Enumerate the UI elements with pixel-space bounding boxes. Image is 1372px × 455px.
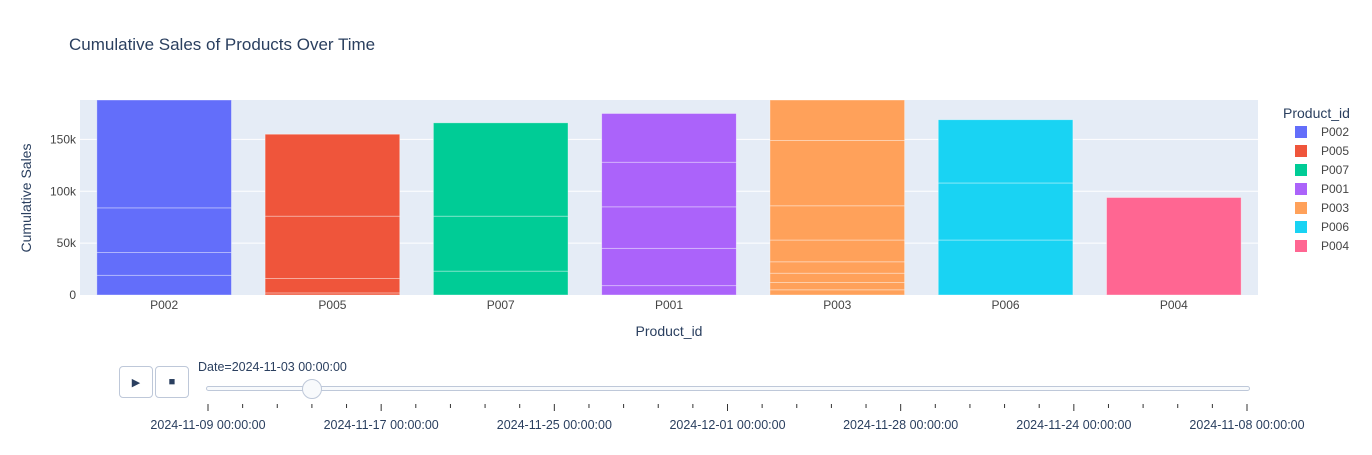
legend-swatch[interactable]	[1295, 202, 1307, 214]
legend-label[interactable]: P003	[1321, 201, 1349, 215]
bar-segment-p007[interactable]	[432, 270, 569, 296]
legend-label[interactable]: P004	[1321, 239, 1349, 253]
bar-segment-p005[interactable]	[264, 215, 401, 279]
x-axis-title: Product_id	[636, 323, 703, 339]
bar-segment-p004[interactable]	[1106, 197, 1242, 296]
y-tick-label: 150k	[50, 132, 77, 146]
x-tick-label: P004	[1160, 298, 1188, 312]
legend-swatch[interactable]	[1295, 164, 1307, 176]
x-tick-label: P005	[318, 298, 346, 312]
y-tick-label: 50k	[57, 236, 77, 250]
bar-segment-p003[interactable]	[769, 205, 906, 241]
y-tick-label: 0	[69, 288, 76, 302]
bar-segment-p001[interactable]	[601, 247, 737, 287]
legend-swatch[interactable]	[1295, 183, 1307, 195]
slider-track[interactable]	[206, 386, 1250, 391]
bar-segment-p001[interactable]	[601, 206, 737, 249]
bar-segment-p001[interactable]	[601, 113, 737, 163]
x-tick-label: P002	[150, 298, 178, 312]
bar-segment-p003[interactable]	[769, 99, 906, 141]
legend-swatch[interactable]	[1295, 221, 1307, 233]
legend-title: Product_id	[1283, 105, 1350, 121]
bars	[96, 99, 1242, 296]
slider-step-label[interactable]: 2024-11-09 00:00:00	[150, 418, 265, 432]
bar-segment-p002[interactable]	[96, 274, 232, 296]
x-tick-label: P006	[992, 298, 1020, 312]
slider-ticks	[207, 404, 1248, 411]
play-icon: ▶	[131, 376, 141, 389]
bar-segment-p003[interactable]	[769, 239, 906, 263]
x-tick-label: P001	[655, 298, 683, 312]
slider-step-label[interactable]: 2024-12-01 00:00:00	[669, 418, 785, 432]
legend-label[interactable]: P006	[1321, 220, 1349, 234]
x-tick-labels: P002 P005 P007 P001 P003 P006 P004	[150, 298, 1188, 312]
bar-segment-p003[interactable]	[769, 140, 906, 207]
legend-label[interactable]: P002	[1321, 125, 1349, 139]
legend-swatch[interactable]	[1295, 240, 1307, 252]
bar-segment-p006[interactable]	[937, 239, 1074, 296]
stop-button[interactable]: ■	[155, 366, 189, 398]
bar-segment-p006[interactable]	[937, 119, 1074, 184]
bar-segment-p003[interactable]	[769, 261, 906, 274]
bar-segment-p007[interactable]	[432, 215, 569, 272]
legend-label[interactable]: P007	[1321, 163, 1349, 177]
chart-title: Cumulative Sales of Products Over Time	[69, 35, 375, 54]
x-tick-label: P003	[823, 298, 851, 312]
bar-segment-p003[interactable]	[769, 289, 906, 296]
slider-handle[interactable]	[302, 379, 322, 399]
bar-segment-p006[interactable]	[937, 182, 1074, 241]
bar-segment-p003[interactable]	[769, 272, 906, 283]
slider-step-label[interactable]: 2024-11-17 00:00:00	[324, 418, 439, 432]
legend-label[interactable]: P001	[1321, 182, 1349, 196]
bar-segment-p003[interactable]	[769, 282, 906, 291]
x-tick-label: P007	[487, 298, 515, 312]
bar-segment-p002[interactable]	[96, 207, 232, 253]
legend-label[interactable]: P005	[1321, 144, 1349, 158]
slider-step-label[interactable]: 2024-11-28 00:00:00	[843, 418, 958, 432]
bar-segment-p002[interactable]	[96, 252, 232, 276]
y-tick-label: 100k	[50, 184, 77, 198]
legend-swatch[interactable]	[1295, 145, 1307, 157]
bar-segment-p005[interactable]	[264, 133, 401, 217]
bar-segment-p002[interactable]	[96, 99, 232, 209]
y-tick-labels: 0 50k 100k 150k	[50, 132, 77, 302]
y-axis-title: Cumulative Sales	[18, 144, 34, 253]
bar-segment-p005[interactable]	[264, 278, 401, 294]
stop-icon: ■	[168, 376, 176, 388]
slider-step-label[interactable]: 2024-11-24 00:00:00	[1016, 418, 1131, 432]
play-button[interactable]: ▶	[119, 366, 153, 398]
slider-step-label[interactable]: 2024-11-25 00:00:00	[497, 418, 612, 432]
slider-step-label[interactable]: 2024-11-08 00:00:00	[1189, 418, 1304, 432]
bar-segment-p007[interactable]	[432, 122, 569, 217]
legend-swatch[interactable]	[1295, 126, 1307, 138]
bar-segment-p001[interactable]	[601, 285, 737, 296]
legend: Product_id P002 P005 P007 P001 P003 P006 P004	[1283, 105, 1350, 253]
slider-step-labels: 2024-11-09 00:00:00 2024-11-17 00:00:00 20…	[150, 418, 1304, 432]
bar-segment-p001[interactable]	[601, 161, 737, 208]
slider-current-value: Date=2024-11-03 00:00:00	[198, 360, 347, 374]
